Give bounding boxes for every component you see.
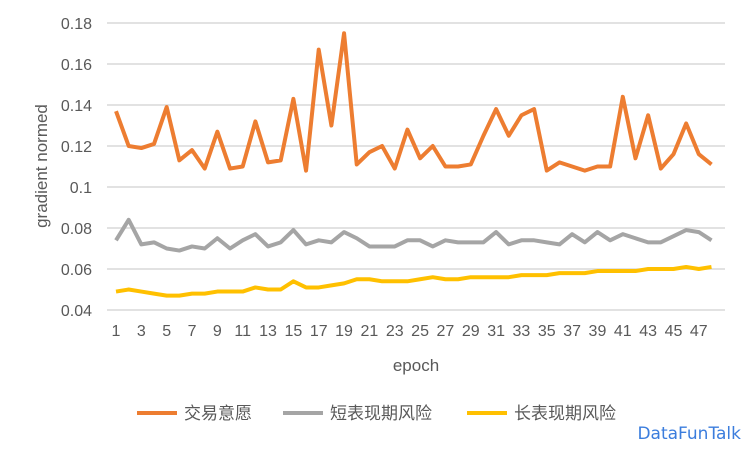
x-tick-label: 17 (310, 323, 328, 340)
x-tick-label: 11 (234, 323, 251, 340)
x-tick-label: 23 (386, 323, 404, 340)
y-tick-label: 0.04 (61, 303, 92, 320)
x-tick-label: 43 (639, 323, 657, 340)
y-tick-label: 0.14 (61, 98, 92, 115)
x-tick-label: 39 (589, 323, 607, 340)
x-tick-label: 1 (112, 323, 121, 340)
x-tick-label: 25 (411, 323, 429, 340)
legend-label: 短表现期风险 (330, 404, 432, 423)
x-tick-label: 31 (487, 323, 505, 340)
x-tick-label: 3 (137, 323, 146, 340)
series-line-1 (114, 31, 713, 173)
x-tick-label: 45 (665, 323, 683, 340)
y-tick-label: 0.18 (61, 16, 92, 33)
series-line-2 (114, 217, 713, 253)
x-tick-label: 13 (259, 323, 277, 340)
series-line-3 (115, 264, 712, 298)
x-tick-label: 5 (162, 323, 171, 340)
x-tick-label: 21 (361, 323, 379, 340)
legend-label: 长表现期风险 (514, 404, 616, 423)
legend-label: 交易意愿 (184, 404, 252, 423)
x-tick-label: 33 (513, 323, 531, 340)
x-tick-label: 7 (188, 323, 197, 340)
x-tick-label: 35 (538, 323, 556, 340)
x-tick-label: 15 (284, 323, 302, 340)
x-tick-label: 19 (335, 323, 353, 340)
x-tick-label: 37 (563, 323, 581, 340)
x-tick-label: 47 (690, 323, 708, 340)
x-axis-label: epoch (393, 356, 439, 375)
x-tick-label: 29 (462, 323, 480, 340)
y-axis-label: gradient normed (32, 104, 51, 228)
x-tick-label: 41 (614, 323, 632, 340)
y-tick-label: 0.12 (61, 139, 92, 156)
x-tick-label: 27 (437, 323, 455, 340)
x-tick-label: 9 (213, 323, 222, 340)
y-tick-label: 0.06 (61, 262, 92, 279)
watermark: DataFunTalk (637, 424, 741, 444)
y-tick-label: 0.16 (61, 57, 92, 74)
y-tick-label: 0.1 (70, 180, 92, 197)
y-tick-label: 0.08 (61, 221, 92, 238)
